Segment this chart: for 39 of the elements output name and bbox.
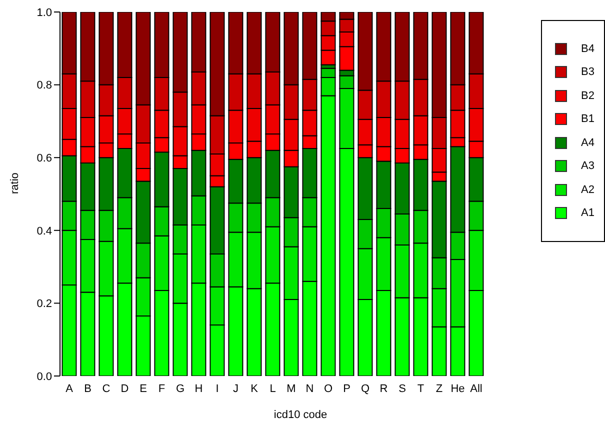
legend-label: A1 — [581, 207, 594, 220]
x-tick-label: F — [158, 382, 166, 395]
x-tick-label: H — [194, 382, 203, 395]
x-tick-label: Q — [360, 382, 370, 395]
legend-label: B1 — [581, 113, 594, 126]
x-tick-label: J — [233, 382, 238, 395]
x-tick-label: I — [216, 382, 219, 395]
x-tick-label: G — [176, 382, 185, 395]
x-tick-label: T — [417, 382, 424, 395]
legend-label: A4 — [581, 136, 594, 149]
x-tick-label: Z — [436, 382, 443, 395]
x-tick-label: O — [324, 382, 333, 395]
x-axis-title: icd10 code — [274, 409, 328, 421]
y-tick-label: 0.4 — [36, 225, 52, 238]
y-tick-label: 0.2 — [36, 298, 52, 310]
x-tick-label: M — [286, 382, 296, 395]
x-tick-label: C — [102, 382, 110, 395]
y-tick-label: 0.6 — [36, 152, 52, 165]
x-tick-label: N — [306, 382, 314, 395]
y-tick-label: 0.8 — [36, 80, 52, 92]
legend-label: B4 — [581, 42, 594, 55]
x-tick-label: He — [450, 382, 465, 395]
legend-label: A3 — [581, 160, 594, 172]
y-tick-label: 1.0 — [36, 6, 52, 19]
x-tick-label: K — [250, 382, 259, 395]
y-tick-label: 0.0 — [36, 370, 52, 383]
x-tick-label: S — [398, 382, 406, 395]
legend-label: B2 — [581, 90, 594, 102]
x-tick-label: E — [140, 382, 147, 395]
x-tick-label: P — [343, 382, 350, 395]
legend-label: B3 — [581, 66, 594, 78]
y-axis-title: ratio — [8, 172, 21, 194]
x-tick-label: A — [66, 382, 74, 395]
legend-label: A2 — [581, 184, 594, 196]
x-tick-label: B — [84, 382, 92, 395]
x-tick-label: D — [120, 382, 129, 395]
x-tick-label: L — [270, 382, 276, 395]
x-tick-label: All — [470, 382, 482, 395]
x-tick-label: R — [380, 382, 388, 395]
